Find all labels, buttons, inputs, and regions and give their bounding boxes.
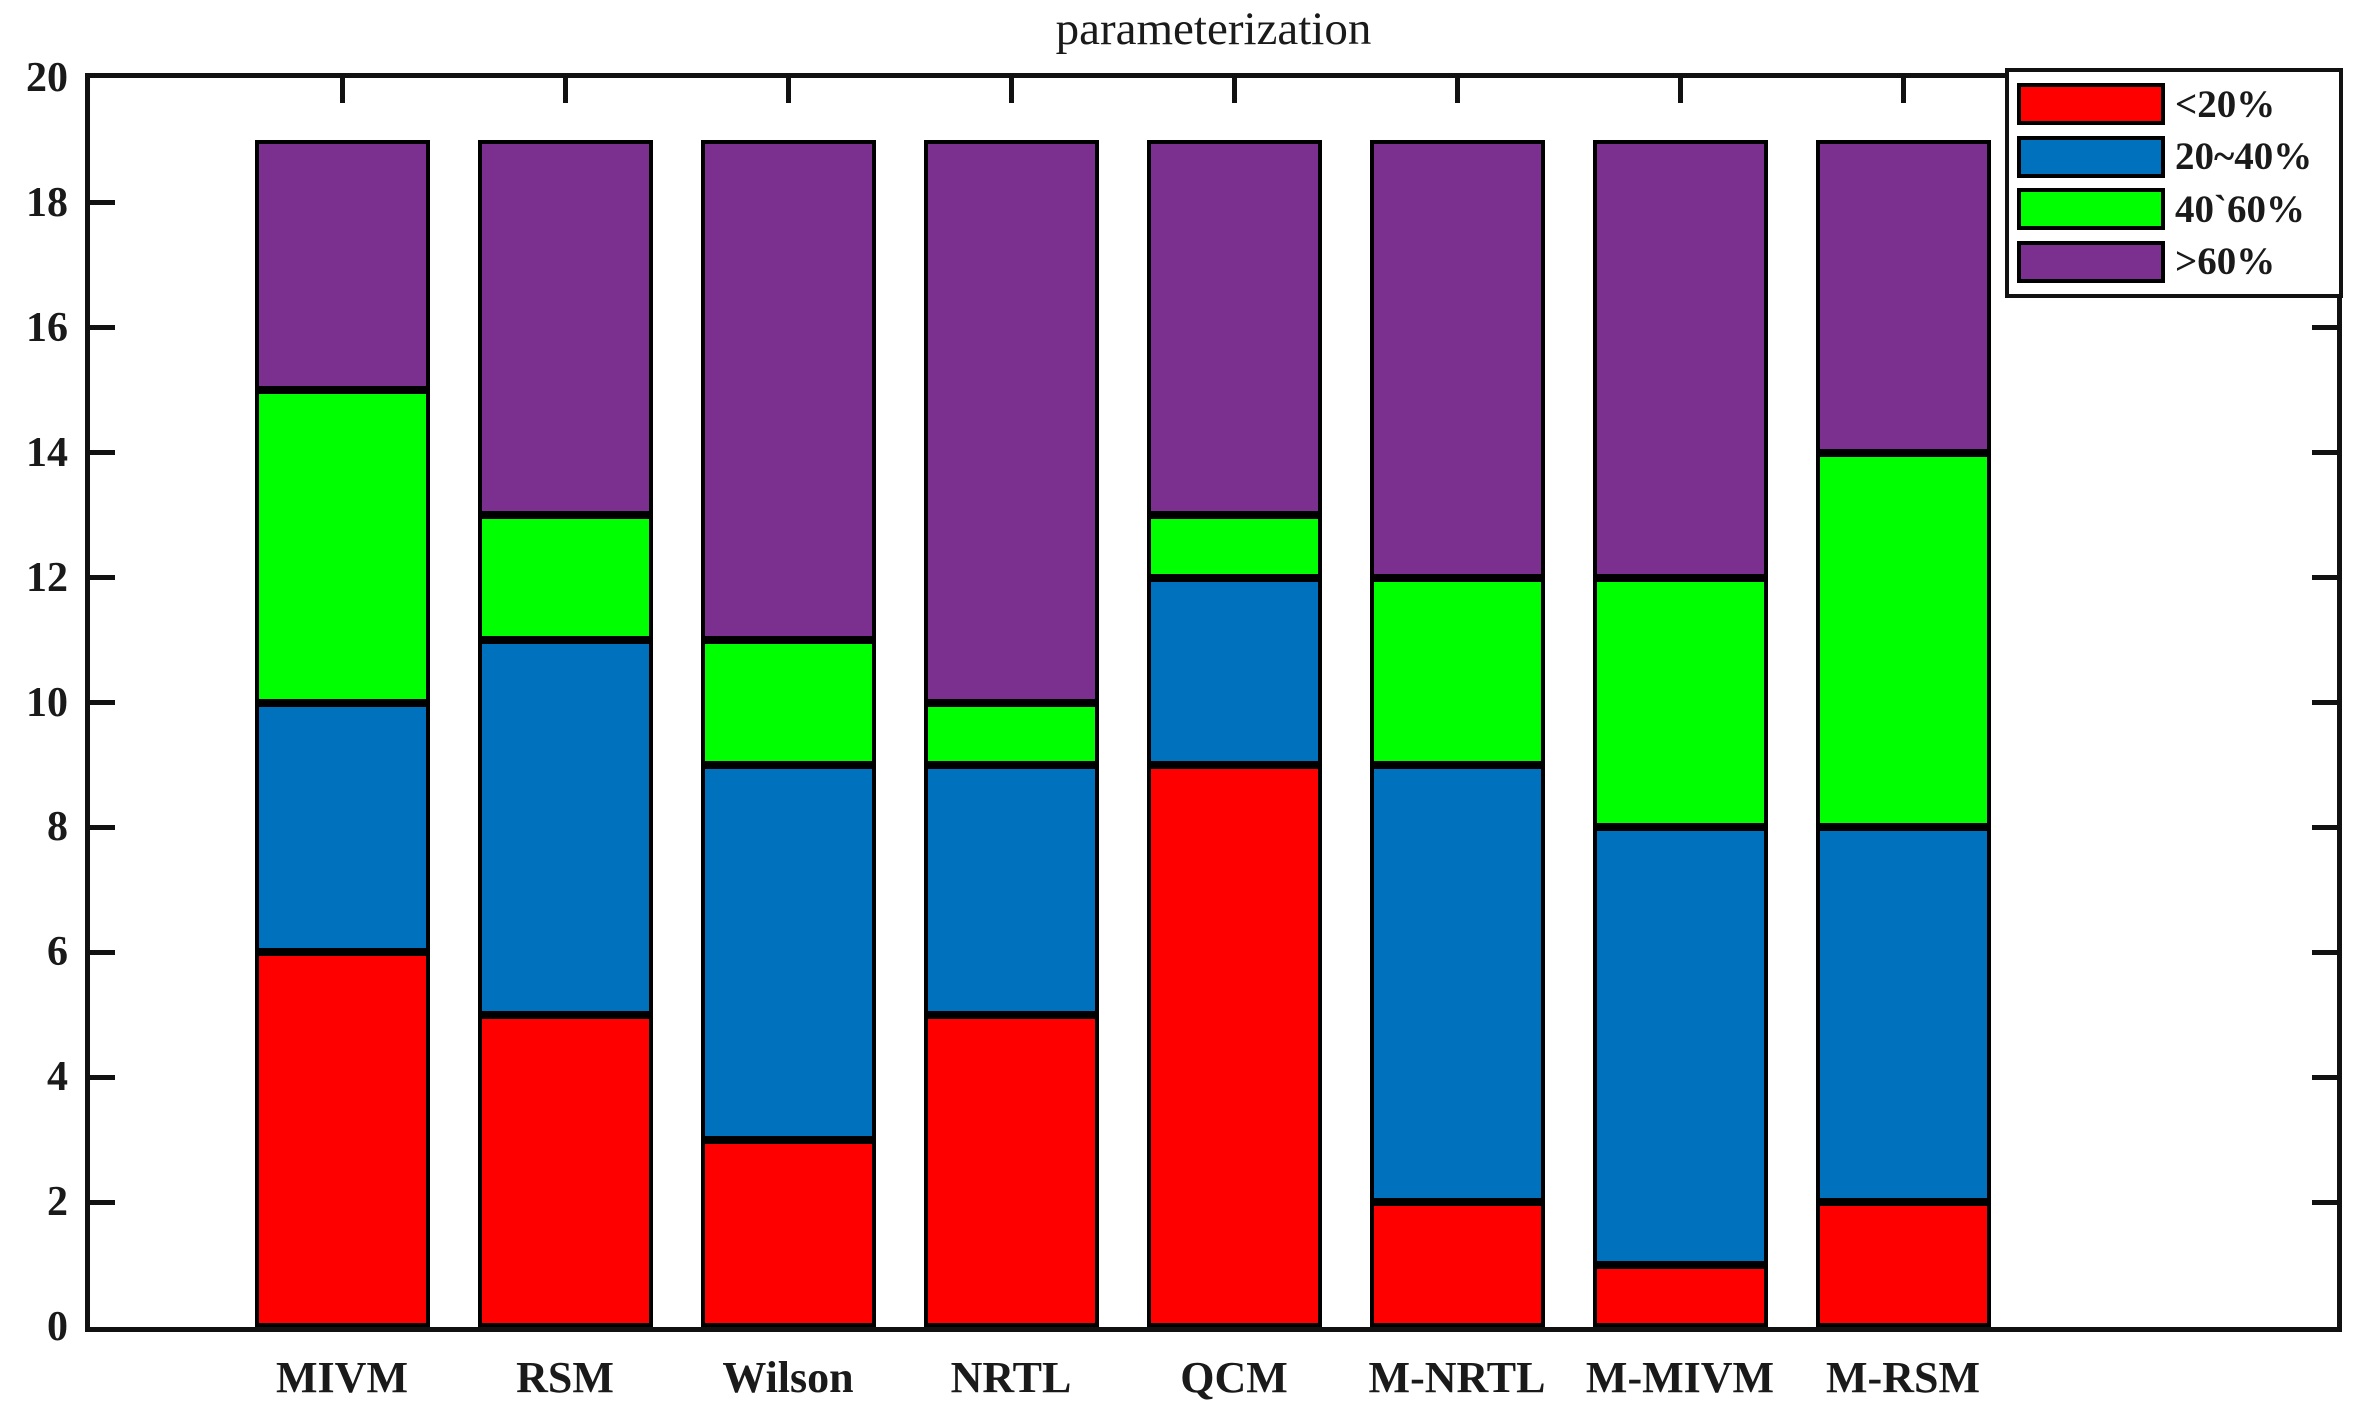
bar-segment-QCM-<20% <box>1146 764 1322 1327</box>
x-tick <box>562 78 568 103</box>
bar-segment-MIVM-40`60% <box>254 390 430 703</box>
bar-segment-M-MIVM-40`60% <box>1592 577 1768 828</box>
legend-swatch-purple <box>2017 240 2165 283</box>
y-tick <box>2312 325 2337 331</box>
x-label-Wilson: Wilson <box>722 1353 854 1402</box>
bar-segment-RSM-<20% <box>477 1014 653 1327</box>
legend-swatch-green <box>2017 188 2165 231</box>
bar-segment-M-MIVM-<20% <box>1592 1264 1768 1327</box>
legend-label: 20~40% <box>2175 135 2313 179</box>
y-tick-label: 8 <box>47 804 68 851</box>
y-tick <box>90 1074 115 1080</box>
y-tick <box>90 325 115 331</box>
y-tick-label: 4 <box>47 1054 68 1101</box>
bar-segment-M-NRTL-40`60% <box>1369 577 1545 765</box>
x-label-M-MIVM: M-MIVM <box>1585 1353 1775 1402</box>
y-tick <box>90 450 115 456</box>
x-tick <box>1900 78 1906 103</box>
legend-row: 40`60% <box>2009 186 2339 232</box>
bar-segment-M-RSM->60% <box>1815 140 1991 453</box>
bar-segment-M-MIVM->60% <box>1592 140 1768 578</box>
x-tick <box>785 78 791 103</box>
y-tick <box>90 575 115 581</box>
legend-label: <20% <box>2175 82 2276 126</box>
x-label-M-RSM: M-RSM <box>1826 1353 1980 1402</box>
bar-segment-QCM-20~40% <box>1146 577 1322 765</box>
legend-swatch-blue <box>2017 135 2165 178</box>
bar-segment-RSM-40`60% <box>477 515 653 641</box>
bar-segment-Wilson-20~40% <box>700 764 876 1140</box>
y-tick-label: 18 <box>26 179 68 226</box>
bar-segment-MIVM-20~40% <box>254 702 430 953</box>
bar-segment-MIVM->60% <box>254 140 430 391</box>
bar-segment-M-RSM-<20% <box>1815 1202 1991 1327</box>
y-tick <box>2312 824 2337 830</box>
y-tick <box>90 949 115 955</box>
bar-segment-M-NRTL-20~40% <box>1369 764 1545 1203</box>
bar-segment-QCM->60% <box>1146 140 1322 516</box>
legend-label: >60% <box>2175 240 2276 284</box>
bar-segment-Wilson-40`60% <box>700 640 876 765</box>
x-tick <box>1008 78 1014 103</box>
legend-row: 20~40% <box>2009 134 2339 180</box>
x-tick <box>339 78 345 103</box>
y-tick <box>2312 949 2337 955</box>
y-tick-label: 16 <box>26 304 68 351</box>
bar-segment-NRTL-40`60% <box>923 702 1099 765</box>
bar-segment-M-RSM-40`60% <box>1815 452 1991 828</box>
y-tick-label: 2 <box>47 1179 68 1226</box>
bar-segment-Wilson-<20% <box>700 1139 876 1327</box>
y-tick-label: 6 <box>47 929 68 976</box>
x-label-QCM: QCM <box>1180 1353 1288 1402</box>
legend-swatch-red <box>2017 83 2165 126</box>
y-tick <box>90 824 115 830</box>
bar-segment-NRTL-<20% <box>923 1014 1099 1327</box>
legend-label: 40`60% <box>2175 187 2305 231</box>
legend-row: <20% <box>2009 81 2339 127</box>
x-label-NRTL: NRTL <box>950 1353 1072 1402</box>
bar-segment-MIVM-<20% <box>254 952 430 1327</box>
bar-segment-M-NRTL-<20% <box>1369 1202 1545 1327</box>
bar-segment-QCM-40`60% <box>1146 515 1322 578</box>
y-tick <box>90 200 115 206</box>
bar-segment-RSM->60% <box>477 140 653 516</box>
y-tick <box>2312 450 2337 456</box>
y-tick <box>2312 575 2337 581</box>
x-tick <box>1677 78 1683 103</box>
chart-title: parameterization <box>1055 3 1372 55</box>
y-tick-label: 14 <box>26 429 68 476</box>
y-tick-label: 10 <box>26 679 68 726</box>
bar-segment-RSM-20~40% <box>477 640 653 1015</box>
y-tick <box>90 1199 115 1205</box>
y-tick <box>2312 1199 2337 1205</box>
x-label-RSM: RSM <box>516 1353 614 1402</box>
bar-segment-M-MIVM-20~40% <box>1592 827 1768 1265</box>
x-tick <box>1231 78 1237 103</box>
y-tick-label: 0 <box>47 1304 68 1350</box>
y-tick-label: 12 <box>26 554 68 601</box>
x-tick <box>1454 78 1460 103</box>
y-tick-label: 20 <box>26 55 68 101</box>
y-tick <box>2312 700 2337 705</box>
legend: <20% 20~40% 40`60% >60% <box>2005 68 2343 298</box>
x-label-MIVM: MIVM <box>276 1353 408 1402</box>
bar-segment-M-RSM-20~40% <box>1815 827 1991 1203</box>
bar-segment-Wilson->60% <box>700 140 876 641</box>
y-tick <box>90 700 115 705</box>
bar-segment-M-NRTL->60% <box>1369 140 1545 578</box>
legend-row: >60% <box>2009 239 2339 285</box>
y-tick <box>2312 1074 2337 1080</box>
bar-segment-NRTL->60% <box>923 140 1099 703</box>
x-label-M-NRTL: M-NRTL <box>1368 1353 1546 1402</box>
bar-segment-NRTL-20~40% <box>923 764 1099 1015</box>
plot-area <box>85 73 2342 1332</box>
